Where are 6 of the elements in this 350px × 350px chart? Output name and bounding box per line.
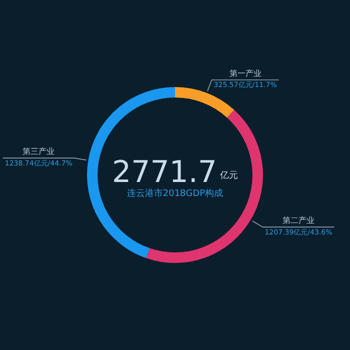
- text: 亿元: [218, 170, 238, 181]
- slice-label: 第三产业: [22, 147, 55, 156]
- text: 连云港市2018GDP构成: [126, 188, 224, 199]
- text: 2771.7: [112, 155, 217, 190]
- slice-label: 第二产业: [282, 216, 314, 226]
- slice-label: 第一产业: [229, 68, 262, 78]
